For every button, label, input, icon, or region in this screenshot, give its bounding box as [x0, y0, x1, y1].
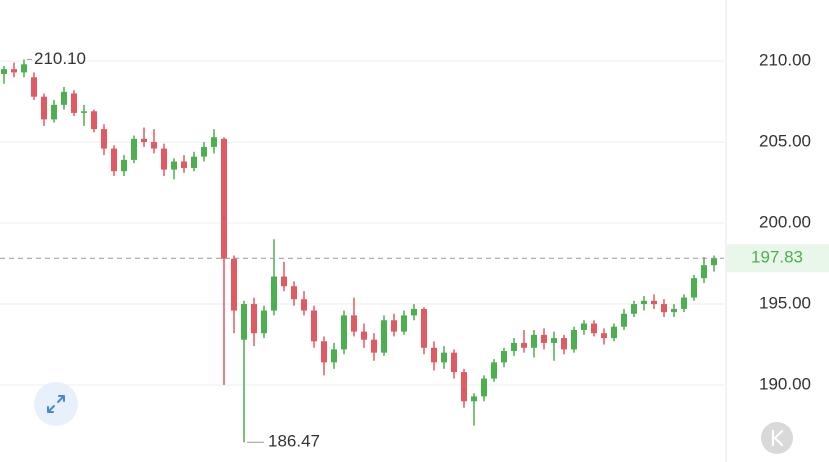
- candle-body: [631, 304, 637, 314]
- candle-body: [671, 308, 677, 313]
- candle-body: [211, 137, 217, 147]
- candle-body: [711, 258, 717, 266]
- expand-button[interactable]: [34, 382, 78, 426]
- last-price-box: [727, 244, 829, 273]
- candle-body: [11, 69, 17, 73]
- candle-body: [1, 69, 7, 75]
- candle-body: [411, 308, 417, 316]
- candle-body: [651, 300, 657, 305]
- expand-button-bg: [34, 382, 78, 426]
- max-label: 210.10: [34, 49, 86, 68]
- candle-body: [361, 331, 367, 340]
- candle-body: [401, 315, 407, 332]
- candle-body: [131, 138, 137, 160]
- candle-body: [611, 326, 617, 339]
- candle-body: [461, 372, 467, 402]
- y-tick-label: 205.00: [759, 132, 811, 151]
- candle-body: [91, 111, 97, 130]
- candle-body: [51, 104, 57, 120]
- collapse-button-bg: [761, 422, 793, 454]
- candle-body: [201, 146, 207, 157]
- candle-body: [551, 338, 557, 343]
- candle-body: [421, 308, 427, 348]
- candle-body: [661, 304, 667, 313]
- candle-body: [21, 64, 27, 73]
- candle-body: [271, 276, 277, 311]
- candle-body: [681, 297, 687, 309]
- candle-body: [241, 304, 247, 340]
- candle-body: [641, 300, 647, 305]
- plot: 190.00 195.00 200.00 205.00 210.00 210.10 186.…: [0, 49, 829, 451]
- y-tick-label: 190.00: [759, 375, 811, 394]
- candle-body: [541, 334, 547, 343]
- candle-body: [121, 159, 127, 172]
- candle-body: [491, 362, 497, 379]
- expand-icon: [47, 395, 65, 413]
- candle-body: [351, 315, 357, 332]
- candle-body: [311, 310, 317, 342]
- candle-body: [341, 315, 347, 350]
- candle-body: [591, 323, 597, 334]
- candle-body: [621, 313, 627, 327]
- candle-body: [31, 77, 37, 97]
- candle-body: [61, 91, 67, 105]
- y-tick-label: 210.00: [759, 51, 811, 70]
- candle-body: [261, 310, 267, 334]
- candle-body: [381, 320, 387, 353]
- candle-body: [221, 138, 227, 259]
- candle-body: [141, 138, 147, 143]
- candle-body: [581, 323, 587, 330]
- candle-body: [161, 148, 167, 170]
- candle-body: [521, 342, 527, 348]
- candle-body: [151, 142, 157, 149]
- collapse-button[interactable]: [761, 422, 793, 454]
- candle-body: [111, 148, 117, 172]
- candle-body: [181, 161, 187, 168]
- candle-body: [601, 333, 607, 339]
- candle-body: [101, 129, 107, 149]
- candle-body: [431, 347, 437, 363]
- candle-body: [171, 161, 177, 170]
- candle-body: [251, 304, 257, 334]
- candle-body: [71, 93, 77, 113]
- candle-body: [471, 396, 477, 402]
- candle-body: [231, 258, 237, 311]
- collapse-icon: [771, 429, 784, 447]
- candle-body: [391, 320, 397, 332]
- candle-body: [81, 111, 87, 113]
- candle-body: [331, 349, 337, 363]
- candle-body: [481, 378, 487, 397]
- candle-body: [441, 352, 447, 363]
- candle-body: [691, 278, 697, 298]
- y-tick-label: 200.00: [759, 213, 811, 232]
- candle-body: [701, 265, 707, 279]
- candle-body: [561, 338, 567, 350]
- candle-body: [501, 351, 507, 363]
- last-price-label: 197.83: [751, 248, 803, 267]
- candle-body: [281, 276, 287, 287]
- candle-body: [191, 156, 197, 168]
- candle-body: [531, 334, 537, 348]
- candle-body: [371, 339, 377, 353]
- candle-body: [571, 329, 577, 350]
- candle-body: [41, 96, 47, 120]
- min-label: 186.47: [268, 432, 320, 451]
- candle-body: [451, 352, 457, 373]
- candle-body: [321, 341, 327, 363]
- candle-body: [291, 286, 297, 300]
- candle-body: [301, 299, 307, 311]
- y-tick-label: 195.00: [759, 294, 811, 313]
- candle-body: [511, 342, 517, 352]
